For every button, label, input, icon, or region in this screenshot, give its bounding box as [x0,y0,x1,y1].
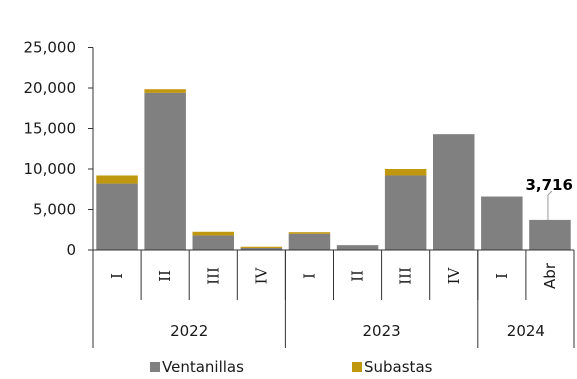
bar-subastas-7 [384,169,427,176]
x-category-label: I [108,273,126,279]
bar-ventanillas-8 [433,134,475,250]
x-category-label: III [397,267,415,285]
x-category-label: II [156,270,174,282]
bar-ventanillas-5 [288,233,331,250]
y-tick-label: 10,000 [24,160,77,178]
x-category-label: IV [445,266,463,284]
bar-ventanillas-2 [144,92,186,250]
x-category-label: I [493,273,511,279]
y-tick-label: 0 [66,241,76,259]
annotation-leader-tip [547,190,553,196]
x-category-label: III [204,267,222,285]
x-group-label: 2022 [170,322,208,340]
bar-ventanillas-10 [529,219,571,250]
y-tick-label: 25,000 [24,39,77,57]
bar-ventanillas-4 [240,247,283,250]
bar-subastas-5 [288,232,331,234]
x-category-label: Abr [541,262,559,289]
bar-subastas-1 [96,175,138,184]
legend-label-subastas: Subastas [364,358,433,376]
bar-ventanillas-6 [336,245,379,250]
bar-subastas-2 [144,89,186,93]
legend: Ventanillas Subastas [150,358,433,376]
bar-ventanillas-7 [384,175,427,250]
x-group-label: 2023 [363,322,401,340]
y-tick-label: 20,000 [24,79,77,97]
legend-label-ventanillas: Ventanillas [162,358,244,376]
bar-ventanillas-3 [192,235,234,250]
legend-swatch-ventanillas [150,362,160,372]
x-group-label: 2024 [507,322,545,340]
legend-swatch-subastas [352,362,362,372]
x-category-label: I [300,273,318,279]
bar-ventanillas-1 [96,183,138,250]
bars [96,89,571,250]
annotation-value-label: 3,716 [525,176,572,194]
y-tick-label: 15,000 [24,120,77,138]
y-tick-label: 5,000 [33,201,76,219]
annotation: 3,716 [525,176,573,220]
bar-subastas-3 [192,231,234,236]
x-category-label: IV [252,266,270,284]
x-category-label: II [349,270,367,282]
bar-subastas-4 [240,246,283,248]
bar-ventanillas-9 [481,196,523,250]
y-axis: 0 5,000 10,000 15,000 20,000 25,000 [24,39,94,259]
